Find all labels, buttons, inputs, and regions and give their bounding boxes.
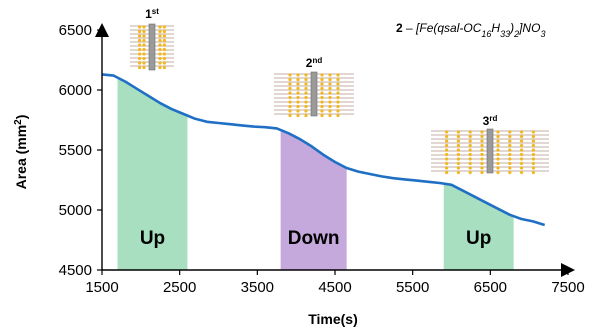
region-label-1: Up	[140, 228, 165, 249]
film-illustration-3	[431, 129, 549, 174]
region-2	[281, 130, 347, 270]
x-tick-label: 7500	[551, 279, 584, 296]
x-tick-label: 5500	[396, 279, 429, 296]
film-illustration-2	[274, 72, 354, 117]
region-3	[444, 184, 514, 270]
film-label-3: 3rd	[483, 114, 498, 129]
region-label-2: Down	[288, 228, 340, 249]
region-labels: Up Down Up	[140, 228, 492, 249]
x-tick-label: 1500	[85, 279, 118, 296]
film-label-1: 1st	[145, 7, 159, 22]
y-tick-label: 5500	[59, 142, 92, 159]
y-tick-label: 6000	[59, 82, 92, 99]
x-tick-label: 4500	[318, 279, 351, 296]
x-tick-label: 6500	[474, 279, 507, 296]
x-tick-label: 3500	[241, 279, 274, 296]
film-illustration-1	[130, 24, 174, 70]
film-label-2: 2nd	[306, 56, 323, 71]
chart-title: 2 – [Fe(qsal-OC16H33)2]NO3	[396, 21, 545, 39]
y-axis-label: Area (mm2)	[13, 115, 30, 190]
x-tick-label: 2500	[163, 279, 196, 296]
x-axis-label: Time(s)	[308, 311, 358, 327]
region-label-3: Up	[466, 228, 491, 249]
y-tick-label: 6500	[59, 22, 92, 39]
y-tick-label: 5000	[59, 202, 92, 219]
y-tick-label: 4500	[59, 262, 92, 279]
